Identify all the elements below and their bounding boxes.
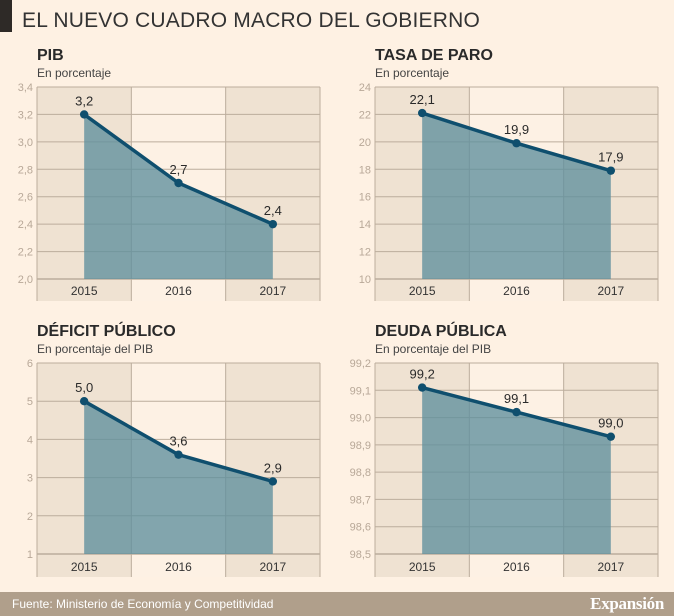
chart-subtitle-paro: En porcentaje bbox=[375, 66, 450, 80]
data-point bbox=[417, 108, 427, 118]
data-point bbox=[79, 397, 89, 406]
chart-deficit: 5,0 3,6 2,9 1 2 3 4 5 6 2015 2016 2017 bbox=[27, 358, 321, 577]
x-tick-label: 2017 bbox=[259, 284, 286, 298]
x-tick-label: 2016 bbox=[165, 284, 192, 298]
y-tick-label: 2,4 bbox=[18, 219, 33, 231]
y-tick-label: 24 bbox=[359, 82, 371, 94]
x-tick-label: 2017 bbox=[597, 284, 624, 298]
data-point bbox=[512, 407, 521, 417]
x-tick-label: 2015 bbox=[409, 560, 436, 574]
y-tick-label: 14 bbox=[359, 219, 371, 231]
chart-paro: 22,1 19,9 17,9 10 12 14 16 18 20 22 24 2015 2016 2017 bbox=[359, 82, 659, 301]
y-tick-label: 12 bbox=[359, 247, 371, 259]
chart-deuda: 99,2 99,1 99,0 98,5 98,6 98,7 98,8 98,9 99,0 99,1… bbox=[350, 358, 659, 577]
y-tick-label: 1 bbox=[27, 549, 33, 561]
y-tick-label: 18 bbox=[359, 164, 371, 176]
y-tick-label: 99,0 bbox=[350, 413, 371, 425]
data-point bbox=[79, 110, 89, 119]
y-tick-label: 16 bbox=[359, 192, 371, 204]
y-tick-label: 10 bbox=[359, 274, 371, 286]
data-label: 22,1 bbox=[410, 92, 435, 107]
data-point bbox=[174, 178, 183, 188]
data-label: 3,2 bbox=[75, 93, 93, 108]
data-label: 99,2 bbox=[410, 367, 435, 382]
y-tick-label: 3,0 bbox=[18, 137, 33, 149]
data-point bbox=[174, 450, 183, 459]
y-tick-label: 3,4 bbox=[18, 82, 33, 94]
y-tick-label: 2,0 bbox=[18, 274, 33, 286]
chart-title-paro: TASA DE PARO bbox=[375, 47, 493, 64]
footer-bar: Fuente: Ministerio de Economía y Competi… bbox=[0, 592, 674, 616]
data-point bbox=[606, 166, 616, 175]
data-label: 2,7 bbox=[169, 162, 187, 177]
y-tick-label: 20 bbox=[359, 137, 371, 149]
y-tick-label: 5 bbox=[27, 396, 33, 408]
y-tick-label: 98,8 bbox=[350, 467, 371, 479]
data-point bbox=[512, 139, 521, 148]
chart-title-deficit: DÉFICIT PÚBLICO bbox=[37, 323, 176, 340]
x-tick-label: 2016 bbox=[503, 284, 530, 298]
data-label: 19,9 bbox=[504, 122, 529, 137]
y-tick-label: 98,9 bbox=[350, 440, 371, 452]
y-tick-label: 99,2 bbox=[350, 358, 371, 370]
y-tick-label: 4 bbox=[27, 434, 33, 446]
y-tick-label: 3,2 bbox=[18, 109, 33, 121]
y-tick-label: 6 bbox=[27, 358, 33, 370]
area-fill bbox=[422, 387, 611, 554]
data-point bbox=[268, 477, 278, 486]
y-tick-label: 3 bbox=[27, 473, 33, 485]
chart-title-deuda: DEUDA PÚBLICA bbox=[375, 323, 507, 340]
y-tick-label: 98,5 bbox=[350, 549, 371, 561]
chart-subtitle-deuda: En porcentaje del PIB bbox=[375, 342, 492, 356]
data-label: 5,0 bbox=[75, 380, 93, 395]
x-tick-label: 2017 bbox=[259, 560, 286, 574]
y-tick-label: 2,6 bbox=[18, 192, 33, 204]
chart-pib: 3,2 2,7 2,4 2,0 2,2 2,4 2,6 2,8 3,0 3,2 3,4 2015 201… bbox=[18, 82, 321, 301]
data-label: 2,4 bbox=[264, 203, 282, 218]
data-label: 17,9 bbox=[598, 150, 623, 165]
data-label: 2,9 bbox=[264, 460, 282, 475]
page-title: EL NUEVO CUADRO MACRO DEL GOBIERNO bbox=[22, 9, 480, 32]
x-tick-label: 2017 bbox=[597, 560, 624, 574]
data-label: 99,1 bbox=[504, 391, 529, 406]
x-tick-label: 2015 bbox=[71, 284, 98, 298]
y-tick-label: 2,8 bbox=[18, 164, 33, 176]
x-tick-label: 2016 bbox=[503, 560, 530, 574]
chart-subtitle-deficit: En porcentaje del PIB bbox=[37, 342, 154, 356]
data-label: 3,6 bbox=[169, 434, 187, 449]
y-tick-label: 98,7 bbox=[350, 494, 371, 506]
chart-subtitle-pib: En porcentaje bbox=[37, 66, 112, 80]
brand-logo: Expansión bbox=[590, 594, 664, 613]
chart-title-pib: PIB bbox=[37, 47, 64, 64]
title-accent-block bbox=[0, 0, 12, 32]
area-fill bbox=[422, 113, 611, 279]
y-tick-label: 2,2 bbox=[18, 247, 33, 259]
y-tick-label: 2 bbox=[27, 511, 33, 523]
source-note: Fuente: Ministerio de Economía y Competi… bbox=[12, 597, 274, 611]
data-point bbox=[417, 383, 427, 392]
data-point bbox=[606, 432, 616, 441]
y-tick-label: 98,6 bbox=[350, 522, 371, 534]
x-tick-label: 2016 bbox=[165, 560, 192, 574]
x-tick-label: 2015 bbox=[71, 560, 98, 574]
area-fill bbox=[84, 401, 273, 554]
y-tick-label: 22 bbox=[359, 109, 371, 121]
x-tick-label: 2015 bbox=[409, 284, 436, 298]
area-fill bbox=[84, 114, 273, 279]
y-tick-label: 99,1 bbox=[350, 385, 371, 397]
data-point bbox=[268, 219, 278, 229]
data-label: 99,0 bbox=[598, 416, 623, 431]
